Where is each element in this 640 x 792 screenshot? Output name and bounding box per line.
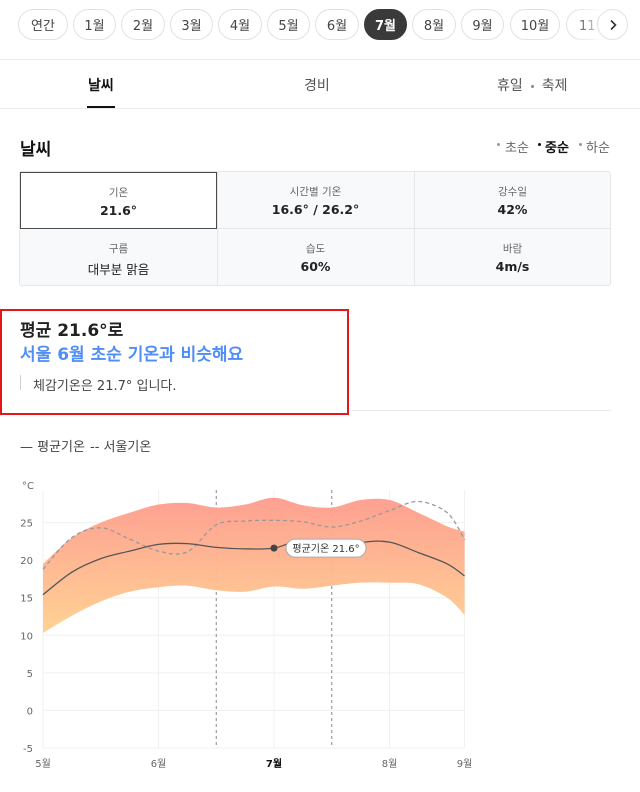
tab-holiday-festival[interactable]: 휴일 축제 <box>497 75 568 95</box>
stat-value: 대부분 맑음 <box>87 262 150 277</box>
summary-highlight-box <box>0 309 349 415</box>
stat-label: 강수일 <box>498 186 527 198</box>
divider <box>0 59 640 60</box>
feels-like-text: 체감기온은 21.7° 입니다. <box>33 379 177 394</box>
stat-value: 42% <box>497 202 528 217</box>
stat-cloud[interactable]: 구름 대부분 맑음 <box>20 229 217 286</box>
chevron-right-icon <box>609 19 617 30</box>
tab-active-indicator <box>87 106 115 108</box>
month-chip-6[interactable]: 6월 <box>315 9 359 40</box>
stat-hourly-temperature[interactable]: 시간별 기온 16.6° / 26.2° <box>217 172 414 229</box>
selected-point-label: 평균기온 21.6° <box>292 543 359 555</box>
x-tick-label: 6월 <box>151 758 167 770</box>
tab-holiday-label: 휴일 <box>497 78 523 94</box>
y-tick-label: 25 <box>20 519 33 530</box>
selected-point-marker <box>270 544 278 552</box>
month-chip-5[interactable]: 5월 <box>267 9 310 40</box>
stat-label: 시간별 기온 <box>289 186 342 198</box>
temperature-range-band <box>43 497 465 634</box>
y-tick-label: -5 <box>23 744 33 755</box>
period-dot <box>538 143 541 146</box>
stat-wind[interactable]: 바람 4m/s <box>414 229 611 286</box>
y-unit-label: °C <box>22 481 34 492</box>
divider <box>352 410 611 411</box>
tab-festival-label: 축제 <box>541 78 568 94</box>
stat-value: 60% <box>300 259 331 274</box>
selected-point-tooltip <box>285 538 367 558</box>
period-dot <box>579 143 582 146</box>
month-chip-8[interactable]: 8월 <box>412 9 456 40</box>
average-temperature-line <box>42 539 465 596</box>
stat-humidity[interactable]: 습도 60% <box>217 229 414 286</box>
period-mid[interactable]: 중순 <box>545 141 569 156</box>
month-chip-2[interactable]: 2월 <box>121 9 165 40</box>
stat-value: 4m/s <box>495 259 530 274</box>
legend-seoul: -- 서울기온 <box>90 440 152 455</box>
period-late[interactable]: 하순 <box>586 141 610 156</box>
month-selector: 연간 1월 2월 3월 4월 5월 6월 7월 8월 9월 10월 11월 <box>0 0 640 52</box>
legend-average: — 평균기온 <box>20 440 85 455</box>
period-dot <box>497 143 500 146</box>
x-tick-label: 7월 <box>266 758 282 770</box>
month-chip-3[interactable]: 3월 <box>170 9 213 40</box>
grid-divider <box>20 228 610 229</box>
month-chip-7[interactable]: 7월 <box>364 9 407 40</box>
tab-weather[interactable]: 날씨 <box>88 78 114 94</box>
x-tick-label: 9월 <box>457 758 473 770</box>
stat-value: 16.6° / 26.2° <box>271 202 360 217</box>
y-tick-label: 0 <box>27 706 33 717</box>
stat-label: 바람 <box>502 243 523 255</box>
period-early[interactable]: 초순 <box>505 141 529 156</box>
divider <box>0 108 640 109</box>
stat-value: 21.6° <box>99 203 138 218</box>
quote-bar <box>20 375 21 390</box>
x-tick-label: 8월 <box>382 758 398 770</box>
summary-comparison: 서울 6월 초순 기온과 비슷해요 <box>20 345 244 365</box>
month-chip-9[interactable]: 9월 <box>461 9 504 40</box>
y-tick-label: 15 <box>20 594 33 605</box>
stat-temperature[interactable]: 기온 21.6° <box>20 172 217 229</box>
weather-stats-grid: 기온 21.6° 시간별 기온 16.6° / 26.2° 강수일 42% 구름… <box>19 171 611 286</box>
next-months-button[interactable] <box>597 9 628 40</box>
stat-precipitation[interactable]: 강수일 42% <box>414 172 611 229</box>
stat-label: 습도 <box>305 243 326 255</box>
month-chip-10[interactable]: 10월 <box>510 9 560 40</box>
y-tick-label: 5 <box>27 669 33 680</box>
temperature-chart: -5 0 5 10 15 20 25 °C 5월 6월 7월 8월 9월 평균기온 21.6° <box>20 481 473 770</box>
separator-dot <box>530 84 534 88</box>
stat-label: 구름 <box>108 243 129 255</box>
tab-cost[interactable]: 경비 <box>304 78 330 94</box>
y-tick-label: 20 <box>20 556 33 567</box>
summary-title: 평균 21.6°로 <box>20 321 124 341</box>
stat-label: 기온 <box>108 187 129 199</box>
x-tick-label: 5월 <box>35 758 51 770</box>
month-chip-4[interactable]: 4월 <box>218 9 262 40</box>
section-title: 날씨 <box>20 140 52 160</box>
y-tick-label: 10 <box>20 631 33 642</box>
month-chip-1[interactable]: 1월 <box>73 9 116 40</box>
month-chip-annual[interactable]: 연간 <box>18 9 68 40</box>
